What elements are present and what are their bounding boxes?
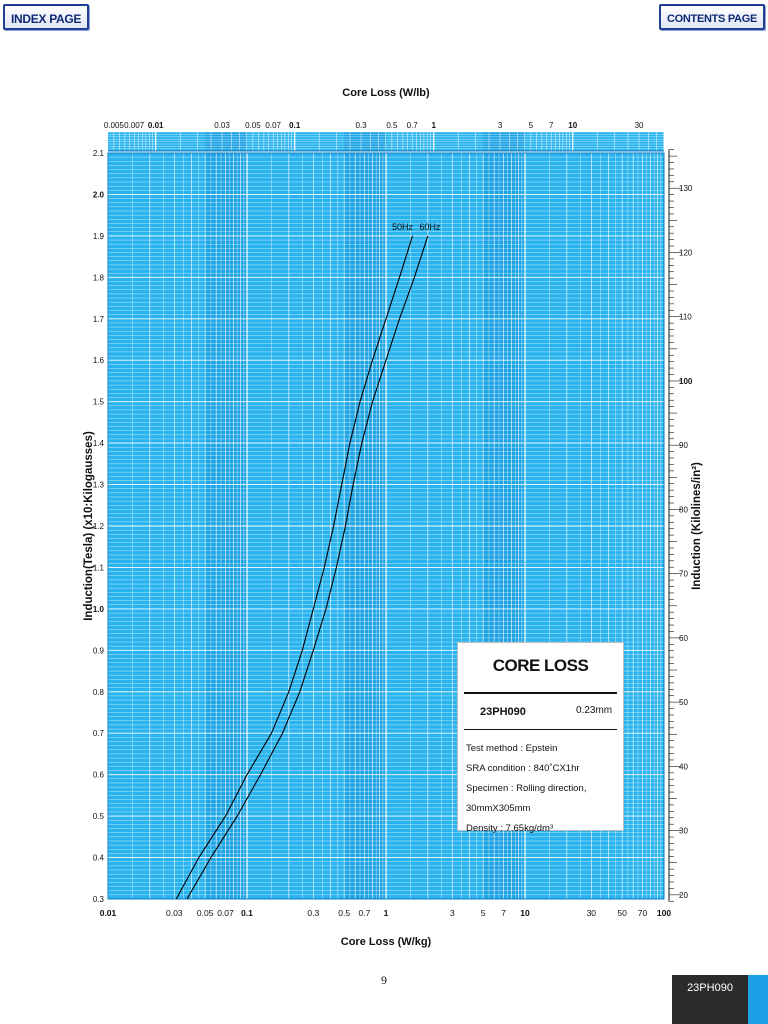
y-tick-label: 0.9 xyxy=(93,646,105,655)
x-tick-label: 50 xyxy=(617,908,627,918)
x2-tick-label: 5 xyxy=(529,121,534,130)
test-method: Test method : Epstein xyxy=(466,743,558,754)
y2-tick-label: 30 xyxy=(679,827,688,836)
info-box-title: CORE LOSS xyxy=(492,656,589,675)
y-tick-label: 1.4 xyxy=(93,439,105,448)
x-tick-label: 0.7 xyxy=(359,908,371,918)
x-axis-title: Core Loss (W/kg) xyxy=(341,936,432,948)
y2-tick-label: 50 xyxy=(679,698,688,707)
x2-tick-label: 0.5 xyxy=(386,121,398,130)
grade-label: 23PH090 xyxy=(480,706,526,718)
y-tick-label: 1.9 xyxy=(93,232,105,241)
y-tick-label: 2.1 xyxy=(93,149,105,158)
y-tick-label: 0.4 xyxy=(93,854,105,863)
x2-tick-label: 0.01 xyxy=(148,121,164,130)
y-tick-label: 2.0 xyxy=(93,190,105,199)
x-tick-label: 0.1 xyxy=(241,908,253,918)
series-line-60hz xyxy=(186,235,429,900)
x2-tick-label: 1 xyxy=(431,121,436,130)
test-conditions: Test method : Epstein SRA condition : 84… xyxy=(466,739,623,839)
y2-tick-label: 60 xyxy=(679,634,688,643)
y-tick-label: 0.8 xyxy=(93,688,105,697)
x2-tick-label: 7 xyxy=(549,121,554,130)
page-number: 9 xyxy=(381,973,387,987)
x2-tick-label: 30 xyxy=(635,121,644,130)
x2-tick-label: 0.1 xyxy=(289,121,301,130)
y2-tick-label: 70 xyxy=(679,570,688,579)
y-tick-label: 1.6 xyxy=(93,356,105,365)
y2-tick-label: 40 xyxy=(679,762,688,771)
x2-tick-label: 0.07 xyxy=(265,121,281,130)
density: Density : 7.65kg/dm³ xyxy=(466,823,554,834)
x2-tick-label: 0.005 xyxy=(104,121,125,130)
x2-tick-label: 0.007 xyxy=(124,121,145,130)
x-tick-label: 100 xyxy=(657,908,671,918)
footer-accent-bar xyxy=(748,975,768,1024)
core-loss-info-box: CORE LOSS 23PH090 0.23mm Test method : E… xyxy=(457,642,624,834)
y-tick-label: 0.6 xyxy=(93,771,105,780)
series-label-50hz: 50Hz xyxy=(392,222,414,232)
y2-tick-label: 130 xyxy=(679,184,693,193)
x-tick-label: 5 xyxy=(481,908,486,918)
y-tick-label: 1.0 xyxy=(93,605,105,614)
x2-tick-label: 0.03 xyxy=(214,121,230,130)
x-tick-label: 1 xyxy=(384,908,389,918)
y-tick-label: 0.3 xyxy=(93,895,105,904)
y2-tick-label: 120 xyxy=(679,248,693,257)
sra-condition: SRA condition : 840˚CX1hr xyxy=(466,763,580,774)
index-page-button[interactable]: INDEX PAGE xyxy=(3,4,90,30)
x-tick-label: 70 xyxy=(638,908,648,918)
x-tick-label: 10 xyxy=(520,908,530,918)
y-tick-label: 0.7 xyxy=(93,729,105,738)
x2-tick-label: 0.05 xyxy=(245,121,261,130)
y2-tick-label: 100 xyxy=(679,377,693,386)
x-tick-label: 0.05 xyxy=(197,908,214,918)
y2-tick-label: 20 xyxy=(679,891,688,900)
y2-tick-label: 80 xyxy=(679,505,688,514)
y2-tick-label: 110 xyxy=(679,313,692,322)
x-tick-label: 0.01 xyxy=(100,908,117,918)
x-tick-label: 30 xyxy=(587,908,597,918)
core-loss-chart: 0.01 0.03 0.05 0.07 0.1 0.3 0.5 0.7 1 3 5 7 10 30 50 70… xyxy=(83,87,703,948)
x-tick-label: 7 xyxy=(501,908,506,918)
x-tick-label: 0.5 xyxy=(338,908,350,918)
info-box-divider xyxy=(464,692,617,694)
x-tick-label: 0.07 xyxy=(217,908,234,918)
series-label-60hz: 60Hz xyxy=(419,222,441,232)
y-tick-label: 0.5 xyxy=(93,812,105,821)
x2-tick-label: 0.3 xyxy=(355,121,367,130)
info-box-divider-2 xyxy=(464,729,617,730)
y-tick-label: 1.2 xyxy=(93,522,105,531)
y-axis-title: Induction(Tesla) (x10:Kilogausses) xyxy=(83,431,95,621)
footer-grade-tab: 23PH090 xyxy=(672,975,748,1024)
x-tick-label: 0.3 xyxy=(307,908,319,918)
x2-tick-label: 3 xyxy=(498,121,503,130)
y-tick-label: 1.5 xyxy=(93,398,105,407)
x-tick-label: 3 xyxy=(450,908,455,918)
y-tick-label: 1.8 xyxy=(93,273,105,282)
x-tick-label: 0.03 xyxy=(166,908,183,918)
thickness-label: 0.23mm xyxy=(576,705,613,716)
x2-tick-label: 10 xyxy=(568,121,577,130)
y-tick-label: 1.3 xyxy=(93,481,105,490)
x2-tick-label: 0.7 xyxy=(407,121,419,130)
contents-page-button[interactable]: CONTENTS PAGE xyxy=(658,4,765,30)
y-tick-label: 1.7 xyxy=(93,315,105,324)
plot-frame xyxy=(107,152,665,900)
specimen: Specimen : Rolling direction, 30mmX305mm xyxy=(466,783,587,814)
x2-axis-title: Core Loss (W/lb) xyxy=(342,87,430,99)
y2-tick-label: 90 xyxy=(679,441,688,450)
y-tick-label: 1.1 xyxy=(93,563,105,572)
series-line-50hz xyxy=(175,235,414,900)
y2-axis-title: Induction (Kilolines/in²) xyxy=(691,462,703,590)
